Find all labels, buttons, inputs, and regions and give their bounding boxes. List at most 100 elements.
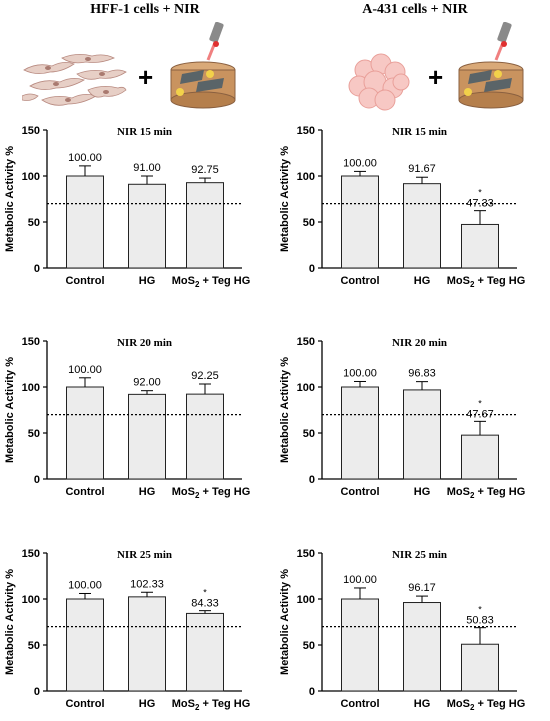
x-tick-label: HG bbox=[139, 275, 156, 287]
x-tick-label: HG bbox=[414, 486, 431, 498]
y-tick-label: 50 bbox=[28, 217, 40, 229]
y-tick-label: 150 bbox=[297, 336, 315, 348]
fibroblast-cells-icon bbox=[22, 54, 127, 106]
y-tick-label: 150 bbox=[297, 125, 315, 137]
y-tick-label: 50 bbox=[303, 217, 315, 229]
bar bbox=[403, 183, 441, 269]
bar bbox=[186, 182, 224, 269]
bar bbox=[403, 389, 441, 480]
column-title-left: HFF-1 cells + NIR bbox=[90, 2, 200, 17]
bar bbox=[341, 175, 379, 269]
x-tick-label: MoS2 + Teg HG bbox=[172, 275, 251, 289]
x-tick-label: HG bbox=[139, 698, 156, 710]
chart-title: NIR 20 min bbox=[117, 337, 172, 349]
chart-panel-a431-20min: NIR 20 min Metabolic Activity % 0 50 100 150 1… bbox=[279, 336, 526, 500]
hydrogel-dish-with-nir-laser-icon bbox=[170, 22, 236, 109]
bar bbox=[128, 183, 166, 269]
significance-marker: * bbox=[478, 605, 482, 615]
bar bbox=[341, 386, 379, 480]
data-label: 92.75 bbox=[191, 164, 219, 176]
y-axis-label: Metabolic Activity % bbox=[4, 569, 16, 675]
x-tick-label: MoS2 + Teg HG bbox=[172, 486, 251, 500]
x-tick-label: HG bbox=[139, 486, 156, 498]
y-axis-label: Metabolic Activity % bbox=[279, 569, 291, 675]
x-tick-label: MoS2 + Teg HG bbox=[447, 698, 526, 712]
y-tick-label: 50 bbox=[303, 640, 315, 652]
chart-panel-hff1-15min: NIR 15 min Metabolic Activity % 0 50 100 150 1… bbox=[4, 125, 251, 289]
chart-panel-hff1-25min: NIR 25 min Metabolic Activity % 0 50 100 150 1… bbox=[4, 548, 251, 712]
x-tick-label: Control bbox=[340, 698, 379, 710]
bar bbox=[66, 175, 104, 269]
data-label: 100.00 bbox=[68, 152, 102, 164]
data-label: 50.83 bbox=[466, 615, 494, 627]
x-tick-label: MoS2 + Teg HG bbox=[447, 486, 526, 500]
y-tick-label: 50 bbox=[303, 428, 315, 440]
hydrogel-dish-with-nir-laser-icon-right bbox=[458, 22, 524, 109]
bar bbox=[461, 643, 499, 692]
x-tick-label: Control bbox=[340, 486, 379, 498]
data-label: 96.83 bbox=[408, 368, 436, 380]
data-label: 96.17 bbox=[408, 582, 436, 594]
y-axis-label: Metabolic Activity % bbox=[4, 146, 16, 252]
y-tick-label: 150 bbox=[22, 548, 40, 560]
data-label: 100.00 bbox=[68, 579, 102, 591]
data-label: 92.00 bbox=[133, 377, 161, 389]
data-label: 92.25 bbox=[191, 370, 219, 382]
y-axis-label: Metabolic Activity % bbox=[4, 357, 16, 463]
data-label: 84.33 bbox=[191, 598, 219, 610]
bar bbox=[461, 434, 499, 480]
bar bbox=[461, 223, 499, 269]
data-label: 100.00 bbox=[68, 364, 102, 376]
data-label: 100.00 bbox=[343, 367, 377, 379]
chart-title: NIR 25 min bbox=[392, 549, 447, 561]
x-tick-label: HG bbox=[414, 275, 431, 287]
chart-title: NIR 15 min bbox=[392, 126, 447, 138]
bar bbox=[66, 386, 104, 480]
data-label: 100.00 bbox=[343, 574, 377, 586]
chart-title: NIR 25 min bbox=[117, 549, 172, 561]
bar bbox=[66, 598, 104, 692]
y-tick-label: 100 bbox=[22, 382, 40, 394]
bar bbox=[186, 612, 224, 692]
y-tick-label: 100 bbox=[22, 594, 40, 606]
y-tick-label: 0 bbox=[309, 686, 315, 698]
y-tick-label: 150 bbox=[22, 336, 40, 348]
bar bbox=[186, 393, 224, 480]
y-tick-label: 0 bbox=[309, 474, 315, 486]
x-tick-label: Control bbox=[65, 275, 104, 287]
data-label: 91.00 bbox=[133, 162, 161, 174]
y-tick-label: 100 bbox=[297, 594, 315, 606]
plus-sign-right: + bbox=[428, 62, 444, 92]
y-tick-label: 0 bbox=[309, 263, 315, 275]
bar bbox=[403, 602, 441, 692]
y-tick-label: 0 bbox=[34, 474, 40, 486]
x-tick-label: MoS2 + Teg HG bbox=[172, 698, 251, 712]
y-tick-label: 150 bbox=[22, 125, 40, 137]
column-title-right: A-431 cells + NIR bbox=[362, 2, 468, 17]
chart-panel-a431-25min: NIR 25 min Metabolic Activity % 0 50 100 150 1… bbox=[279, 548, 526, 712]
significance-marker: * bbox=[478, 188, 482, 198]
y-tick-label: 0 bbox=[34, 263, 40, 275]
x-tick-label: HG bbox=[414, 698, 431, 710]
y-tick-label: 0 bbox=[34, 686, 40, 698]
y-axis-label: Metabolic Activity % bbox=[279, 357, 291, 463]
bar bbox=[128, 393, 166, 480]
tumor-cell-cluster-icon bbox=[348, 53, 410, 111]
bar bbox=[341, 598, 379, 692]
y-tick-label: 100 bbox=[297, 382, 315, 394]
plus-sign: + bbox=[138, 62, 154, 92]
chart-panel-a431-15min: NIR 15 min Metabolic Activity % 0 50 100 150 1… bbox=[279, 125, 526, 289]
x-tick-label: Control bbox=[65, 486, 104, 498]
y-tick-label: 50 bbox=[28, 640, 40, 652]
y-tick-label: 100 bbox=[297, 171, 315, 183]
chart-panel-hff1-20min: NIR 20 min Metabolic Activity % 0 50 100 150 1… bbox=[4, 336, 251, 500]
x-tick-label: MoS2 + Teg HG bbox=[447, 275, 526, 289]
x-tick-label: Control bbox=[340, 275, 379, 287]
x-tick-label: Control bbox=[65, 698, 104, 710]
significance-marker: * bbox=[478, 398, 482, 408]
data-label: 100.00 bbox=[343, 157, 377, 169]
data-label: 91.67 bbox=[408, 163, 436, 175]
chart-title: NIR 20 min bbox=[392, 337, 447, 349]
y-axis-label: Metabolic Activity % bbox=[279, 146, 291, 252]
y-tick-label: 100 bbox=[22, 171, 40, 183]
